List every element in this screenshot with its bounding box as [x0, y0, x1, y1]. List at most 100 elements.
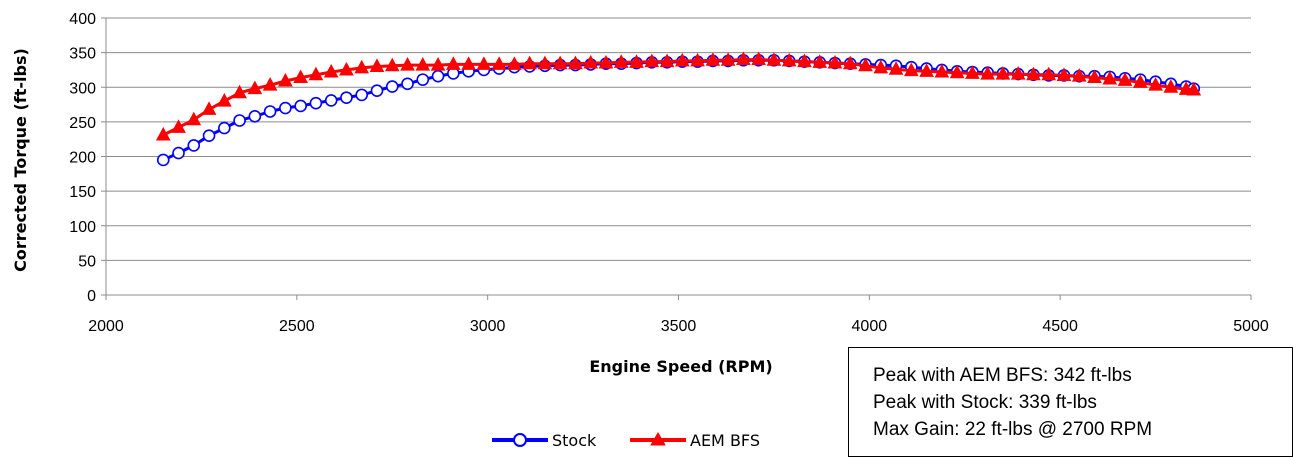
y-tick-label: 250 — [69, 115, 96, 132]
data-point — [965, 65, 980, 79]
data-point — [980, 66, 995, 80]
x-tick-label: 4000 — [852, 318, 888, 335]
data-point — [355, 88, 369, 102]
data-point — [401, 77, 414, 91]
data-point — [323, 63, 339, 78]
data-point — [659, 53, 675, 68]
y-tick-label: 200 — [69, 150, 96, 167]
data-point — [568, 55, 583, 70]
data-point — [1071, 68, 1087, 82]
data-point — [1102, 70, 1118, 85]
data-point — [842, 55, 858, 70]
data-point — [263, 105, 277, 118]
data-point — [354, 59, 370, 74]
series — [155, 51, 1202, 167]
legend-item-aem-bfs: AEM BFS — [630, 431, 760, 450]
data-point — [309, 96, 323, 110]
data-point — [1148, 77, 1163, 91]
data-point — [431, 69, 445, 83]
data-point — [248, 110, 262, 123]
data-point — [445, 56, 461, 70]
data-point — [247, 80, 263, 95]
data-point — [155, 126, 171, 141]
x-tick-label: 2000 — [88, 318, 124, 335]
data-point — [384, 57, 400, 72]
data-point — [873, 59, 889, 74]
peak-stock-text: Peak with Stock: 339 ft-lbs — [873, 392, 1097, 413]
data-point — [232, 84, 247, 99]
y-tick-label: 350 — [69, 46, 96, 63]
data-point — [340, 91, 353, 104]
peak-aem-text: Peak with AEM BFS: 342 ft-lbs — [873, 365, 1132, 386]
data-point — [690, 52, 705, 67]
data-point — [522, 55, 537, 70]
data-point — [370, 84, 384, 98]
data-point — [186, 111, 202, 126]
data-point — [233, 114, 246, 127]
x-axis-title: Engine Speed (RPM) — [589, 357, 772, 376]
data-point — [1056, 67, 1072, 81]
data-point — [278, 72, 293, 87]
data-point — [629, 54, 644, 68]
data-point — [476, 56, 492, 70]
tick-labels: 0 50 100 150 200 250 300 350 400 2000 2500 3000 3500… — [69, 11, 1269, 335]
data-point — [583, 54, 599, 69]
data-point — [262, 77, 278, 91]
data-point — [934, 63, 950, 78]
data-point — [369, 58, 385, 72]
x-tick-label: 3000 — [470, 318, 506, 335]
data-point — [903, 62, 919, 77]
data-point — [1087, 69, 1102, 84]
y-tick-label: 150 — [69, 184, 96, 201]
data-point — [751, 51, 766, 66]
data-point — [216, 93, 232, 107]
data-point — [293, 69, 308, 84]
data-point — [827, 54, 843, 69]
data-point — [613, 54, 629, 68]
y-tick-label: 100 — [69, 219, 96, 236]
gridlines — [106, 17, 1251, 261]
x-tick-label: 2500 — [279, 318, 315, 335]
data-point — [736, 51, 751, 66]
x-tick-label: 3500 — [661, 318, 697, 335]
y-tick-label: 0 — [87, 288, 96, 305]
y-tick-label: 50 — [78, 253, 96, 270]
data-point — [644, 53, 660, 68]
data-point — [279, 101, 292, 115]
data-point — [415, 57, 431, 71]
data-point — [294, 99, 307, 113]
axes — [101, 17, 1252, 300]
data-point — [766, 52, 782, 66]
data-point — [156, 153, 170, 167]
max-gain-text: Max Gain: 22 ft-lbs @ 2700 RPM — [873, 419, 1153, 440]
data-point — [781, 52, 797, 67]
data-point — [537, 55, 553, 70]
y-axis-title: Corrected Torque (ft-lbs) — [11, 48, 30, 272]
peak-summary-box: Peak with AEM BFS: 342 ft-lbs Peak with … — [848, 347, 1293, 457]
legend-label-aem-bfs: AEM BFS — [690, 431, 760, 450]
data-point — [491, 56, 507, 70]
data-point — [919, 63, 934, 77]
data-point — [949, 64, 965, 79]
data-point — [552, 55, 568, 70]
data-point — [172, 146, 185, 160]
data-point — [1026, 66, 1041, 81]
data-point — [308, 66, 324, 81]
data-point — [202, 129, 216, 143]
data-point — [201, 101, 217, 115]
data-point — [507, 56, 522, 70]
data-point — [1010, 66, 1026, 80]
data-point — [797, 53, 812, 68]
data-point — [598, 54, 614, 69]
data-point — [187, 139, 201, 152]
data-point — [1132, 74, 1148, 88]
data-point — [1163, 79, 1179, 93]
data-point — [385, 80, 399, 93]
data-point — [218, 121, 231, 135]
x-tick-label: 4500 — [1042, 318, 1078, 335]
y-tick-label: 400 — [69, 11, 96, 28]
data-point — [430, 57, 446, 71]
legend-item-stock: Stock — [492, 431, 597, 450]
data-point — [674, 52, 690, 67]
legend-label-stock: Stock — [552, 431, 597, 450]
